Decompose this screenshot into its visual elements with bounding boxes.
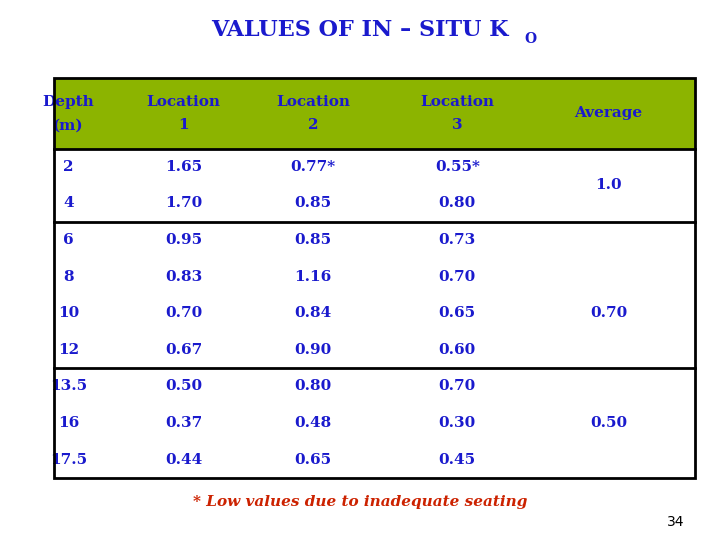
Text: 13.5: 13.5: [50, 380, 87, 394]
Text: * Low values due to inadequate seating: * Low values due to inadequate seating: [193, 495, 527, 509]
Text: 0.70: 0.70: [590, 306, 627, 320]
Text: 0.80: 0.80: [294, 380, 332, 394]
Text: 0.84: 0.84: [294, 306, 332, 320]
Text: Location: Location: [420, 94, 494, 109]
Text: 0.65: 0.65: [438, 306, 476, 320]
Text: 2: 2: [308, 118, 318, 132]
Text: 0.95: 0.95: [165, 233, 202, 247]
Text: 0.50: 0.50: [590, 416, 627, 430]
Text: 12: 12: [58, 343, 79, 357]
Text: 1.70: 1.70: [165, 197, 202, 211]
Text: Depth: Depth: [42, 94, 94, 109]
Text: Average: Average: [575, 106, 642, 120]
Text: (m): (m): [53, 118, 84, 132]
Text: 0.80: 0.80: [438, 197, 476, 211]
Text: Location: Location: [147, 94, 220, 109]
Text: 1.0: 1.0: [595, 178, 621, 192]
Text: 0.37: 0.37: [165, 416, 202, 430]
Text: 0.30: 0.30: [438, 416, 476, 430]
Text: 0.65: 0.65: [294, 453, 332, 467]
Text: 0.73: 0.73: [438, 233, 476, 247]
Text: 1.65: 1.65: [165, 160, 202, 174]
Text: 0.50: 0.50: [165, 380, 202, 394]
Text: 8: 8: [63, 269, 73, 284]
Text: 1.16: 1.16: [294, 269, 332, 284]
Text: 0.70: 0.70: [438, 380, 476, 394]
Text: 0.44: 0.44: [165, 453, 202, 467]
Text: 3: 3: [452, 118, 462, 132]
Text: 0.48: 0.48: [294, 416, 332, 430]
Text: 0.83: 0.83: [165, 269, 202, 284]
Text: 0.85: 0.85: [294, 197, 332, 211]
Text: 0.77*: 0.77*: [291, 160, 336, 174]
Text: 16: 16: [58, 416, 79, 430]
Text: 0.55*: 0.55*: [435, 160, 480, 174]
Text: 17.5: 17.5: [50, 453, 87, 467]
Text: O: O: [524, 32, 536, 46]
Text: 6: 6: [63, 233, 73, 247]
Text: 0.90: 0.90: [294, 343, 332, 357]
Text: 4: 4: [63, 197, 73, 211]
Text: 10: 10: [58, 306, 79, 320]
Text: 34: 34: [667, 515, 684, 529]
Text: 0.85: 0.85: [294, 233, 332, 247]
Text: 0.70: 0.70: [438, 269, 476, 284]
Text: 0.70: 0.70: [165, 306, 202, 320]
Text: 0.60: 0.60: [438, 343, 476, 357]
Text: 1: 1: [179, 118, 189, 132]
Text: 0.67: 0.67: [165, 343, 202, 357]
Text: 2: 2: [63, 160, 73, 174]
Text: 0.45: 0.45: [438, 453, 476, 467]
Text: VALUES OF IN – SITU K: VALUES OF IN – SITU K: [211, 19, 509, 40]
Text: Location: Location: [276, 94, 350, 109]
